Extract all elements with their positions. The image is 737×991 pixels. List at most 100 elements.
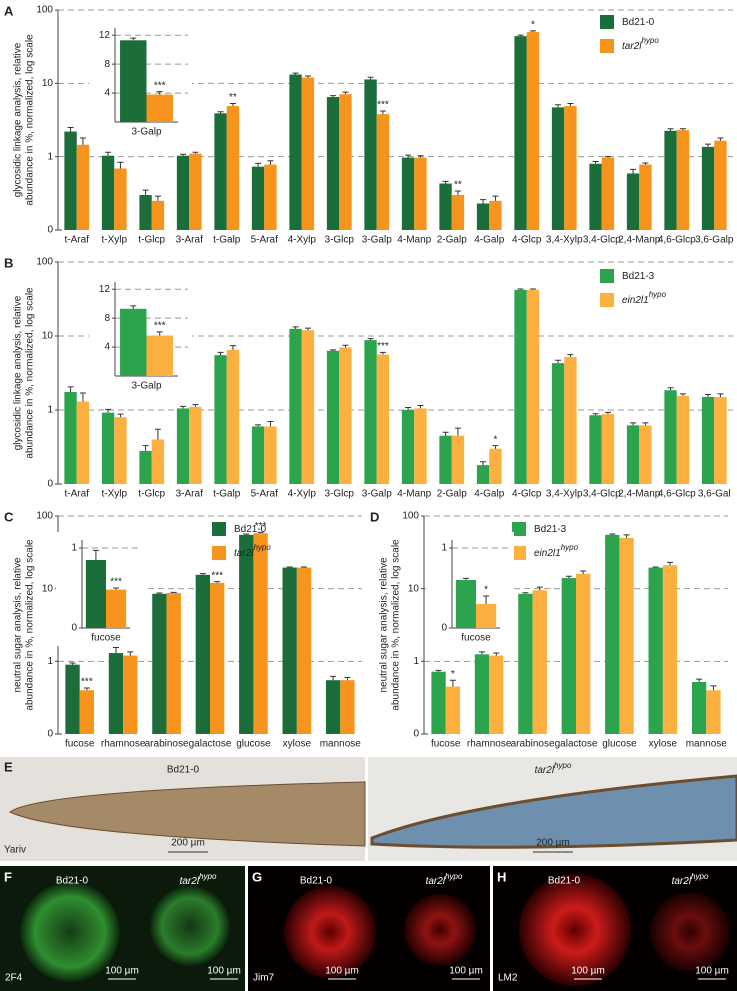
legend-swatch: [600, 269, 614, 283]
legend-label: tar2lhypo: [234, 543, 271, 559]
error-bar: [536, 586, 543, 591]
bar: [108, 653, 124, 734]
bar: [120, 40, 147, 122]
label: tar2l: [672, 876, 692, 887]
y-tick-label: 8: [104, 313, 110, 324]
x-tick-label: 3,4-Xylp: [546, 489, 583, 500]
root-section: [404, 894, 476, 966]
bar: [114, 168, 127, 230]
error-bar: [199, 573, 206, 575]
error-bar: [304, 75, 311, 78]
bar: [214, 355, 227, 484]
error-bar: [344, 676, 351, 681]
error-bar: [67, 386, 74, 393]
bar: [251, 426, 265, 484]
bar: [189, 406, 202, 484]
bar: [65, 664, 80, 734]
bar: [455, 580, 476, 628]
bar: [106, 589, 127, 628]
x-tick-label: t-Galp: [213, 489, 241, 500]
image-label: tar2lhypo: [426, 872, 463, 887]
significance-label: ***: [255, 521, 267, 532]
error-bar: [580, 570, 587, 574]
error-bar: [292, 326, 299, 329]
legend-label: Bd21-3: [622, 271, 655, 282]
x-tick-label: 5-Araf: [251, 489, 278, 500]
bar: [714, 140, 727, 230]
x-tick-label: 4-Xylp: [288, 489, 317, 500]
bar: [166, 593, 181, 734]
x-tick-label: 3,4-Glcp: [583, 235, 621, 246]
bar: [101, 412, 115, 484]
bar: [146, 335, 173, 376]
y-tick-label: 10: [42, 583, 54, 594]
y-tick-label: 1: [47, 151, 53, 162]
bar: [564, 106, 577, 230]
error-bar: [192, 151, 199, 154]
legend-label: ein2l1hypo: [622, 290, 667, 306]
legend-sup: hypo: [641, 36, 659, 45]
bar: [401, 157, 415, 230]
error-bar: [255, 424, 262, 427]
error-bar: [330, 675, 337, 681]
bar: [376, 114, 390, 230]
bar: [676, 395, 690, 484]
stain-label: 2F4: [5, 973, 23, 984]
bar: [414, 408, 427, 484]
bar: [648, 567, 663, 734]
error-bar: [529, 288, 536, 290]
x-tick-label: fucose: [91, 633, 121, 644]
error-bar: [229, 103, 236, 107]
y-tick-label: 1: [413, 656, 419, 667]
error-bar: [609, 533, 616, 535]
scale-label: 100 µm: [207, 966, 241, 977]
error-bar: [83, 687, 90, 691]
bar: [445, 686, 461, 734]
stain-label: Jim7: [253, 973, 275, 984]
bar: [489, 200, 502, 230]
legend-label: ein2l1hypo: [534, 543, 579, 559]
error-bar: [130, 305, 137, 309]
bar: [176, 155, 190, 230]
bar: [474, 654, 490, 734]
bar: [326, 97, 340, 230]
significance-label: ***: [377, 100, 389, 111]
bar: [476, 604, 497, 628]
error-bar: [301, 566, 308, 568]
bar: [619, 537, 634, 734]
bar: [605, 534, 620, 734]
error-bar: [667, 387, 674, 391]
legend-swatch: [512, 522, 526, 536]
error-bar: [642, 162, 649, 165]
scale-label: 100 µm: [449, 966, 483, 977]
legend-name: ein2l1: [622, 295, 649, 306]
bar: [282, 567, 297, 734]
error-bar: [529, 30, 536, 33]
bar: [64, 392, 77, 484]
y-tick-label: 0: [47, 479, 53, 490]
error-bar: [679, 393, 686, 396]
y-axis-label: abundance in %, normalized, log scale: [25, 287, 36, 459]
error-bar: [92, 549, 99, 560]
bar: [296, 567, 312, 734]
bar: [64, 131, 77, 230]
x-tick-label: 2,4-Manp: [618, 235, 661, 246]
bar: [601, 157, 615, 230]
legend-name: tar2l: [622, 41, 642, 52]
x-tick-label: 4-Manp: [397, 235, 431, 246]
root: [370, 774, 737, 849]
panel-letter: A: [4, 3, 14, 18]
y-tick-label: 1: [47, 656, 53, 667]
bar: [476, 465, 490, 484]
bar: [226, 349, 240, 484]
label-sup: hypo: [554, 761, 572, 770]
label: tar2l: [180, 876, 200, 887]
error-bar: [229, 345, 236, 350]
bar: [226, 106, 240, 230]
bar: [289, 74, 302, 230]
x-tick-label: 4-Galp: [474, 235, 504, 246]
legend-label: Bd21-3: [534, 524, 567, 535]
bar: [189, 153, 202, 230]
y-axis-label: neutral sugar analysis, relative: [379, 557, 390, 693]
error-bar: [717, 393, 724, 397]
